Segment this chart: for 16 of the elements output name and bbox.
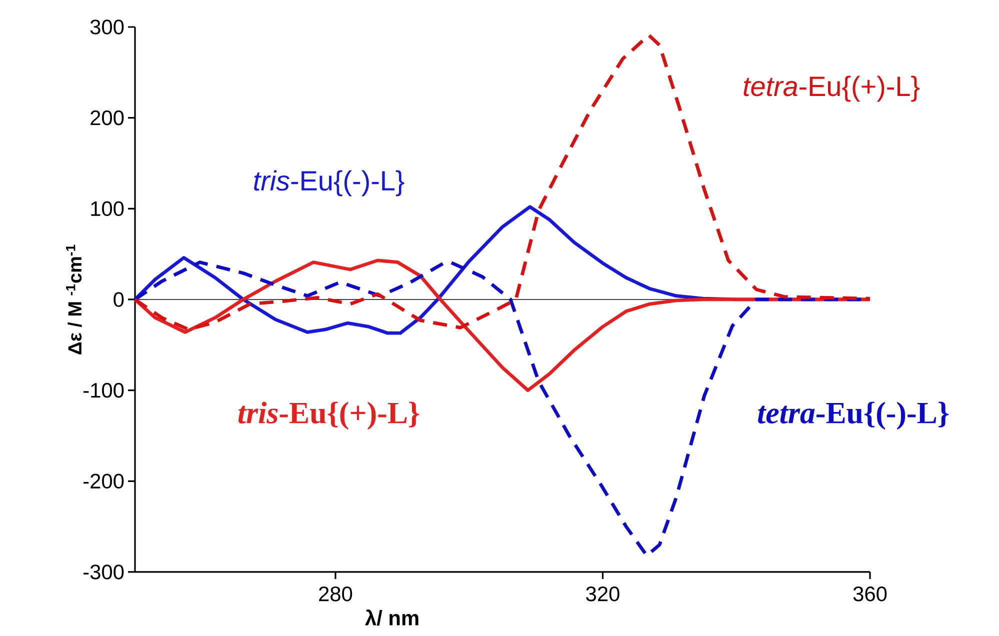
y-tick-label: 300 (90, 20, 124, 34)
text: tris-Eu{(+)-L} (238, 402, 420, 430)
x-tick-label: 360 (853, 586, 887, 602)
y-tick-label: -200 (84, 474, 124, 489)
x-tick-label: 320 (586, 586, 620, 602)
y-tick-label: 0 (114, 292, 124, 307)
x-axis-title: λ/ nm (365, 610, 418, 626)
y-tick-label: -300 (84, 564, 124, 580)
text: tetra-Eu{(+)-L} (744, 76, 920, 102)
series-label: tetra-Eu{(-)-L} (758, 402, 949, 430)
y-axis-title: Δε / M $^{-1}$cm$^{-1}$ (66, 244, 82, 354)
y-tick-label: -100 (84, 382, 124, 398)
text: tris-Eu{(-)-L} (254, 170, 404, 196)
y-tick-label: 200 (90, 110, 124, 126)
x-tick-label: 280 (319, 586, 352, 602)
y-tick-label: 100 (91, 201, 124, 216)
